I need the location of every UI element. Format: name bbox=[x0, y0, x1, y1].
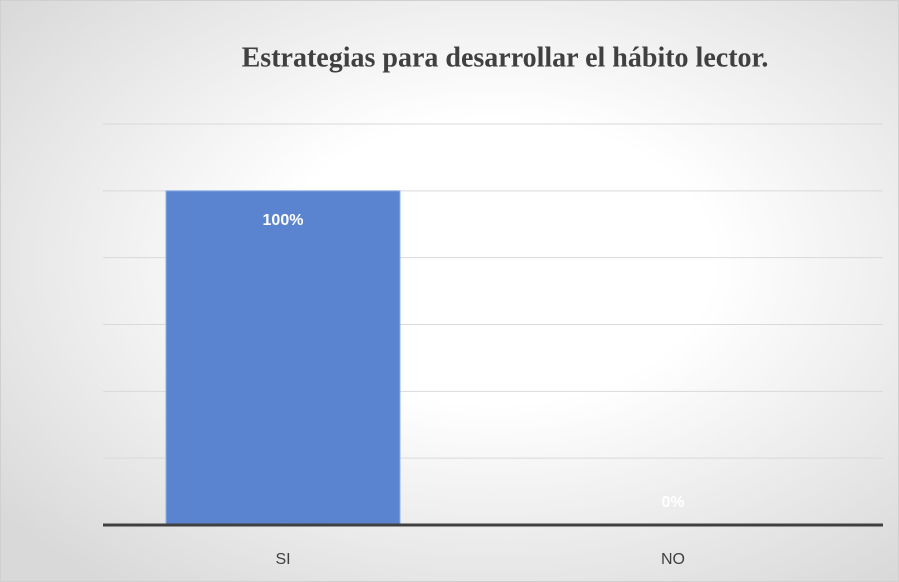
data-label: 100% bbox=[263, 212, 304, 229]
chart-title: Estrategias para desarrollar el hábito l… bbox=[242, 42, 769, 73]
x-tick-label: SI bbox=[275, 551, 290, 568]
bar bbox=[165, 190, 401, 526]
x-tick-label: NO bbox=[661, 551, 685, 568]
data-label: 0% bbox=[661, 494, 684, 511]
